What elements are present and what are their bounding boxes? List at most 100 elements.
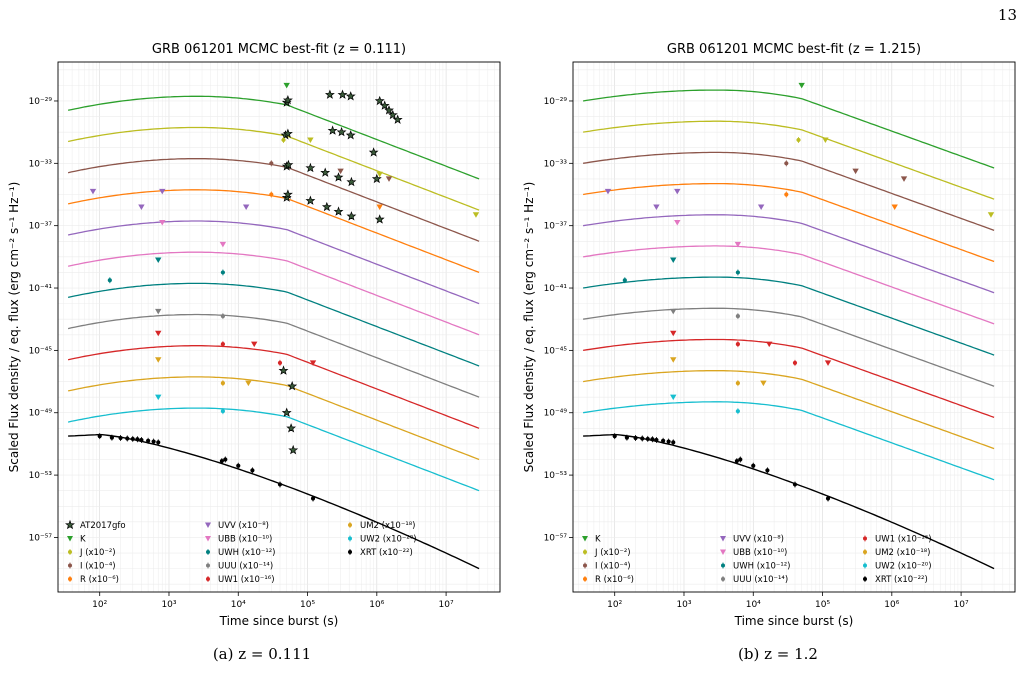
y-tick-label: 10⁻⁵⁷ bbox=[29, 533, 53, 543]
legend: K J (x10⁻²) I (x10⁻⁴) R (x10⁻⁶) UVV (x10⁻⁸) U… bbox=[582, 535, 932, 585]
at2017gfo-star bbox=[346, 211, 357, 221]
x-tick-label: 10⁴ bbox=[746, 600, 761, 610]
data-points bbox=[604, 82, 995, 502]
legend-marker-dot bbox=[348, 523, 352, 527]
model-curve-uwh bbox=[67, 282, 480, 367]
upper-limit-uvv bbox=[604, 188, 612, 195]
detection-uw1 bbox=[277, 360, 283, 365]
legend-label: UW2 (x10⁻²⁰) bbox=[360, 535, 417, 545]
legend-marker-triangle bbox=[720, 549, 726, 555]
legend-marker-dot bbox=[863, 536, 867, 541]
upper-limit-uvv bbox=[138, 204, 145, 210]
upper-limit-i bbox=[337, 168, 344, 175]
grid bbox=[58, 62, 501, 592]
y-tick-label: 10⁻³⁷ bbox=[544, 222, 568, 232]
model-curves bbox=[67, 95, 480, 570]
legend-marker-dot bbox=[348, 550, 352, 554]
legend-label: UW1 (x10⁻¹⁶) bbox=[875, 535, 932, 545]
upper-limit-uvv bbox=[757, 204, 765, 210]
detection-r bbox=[269, 192, 274, 197]
detection-xrt bbox=[671, 440, 676, 445]
upper-limit-uw2 bbox=[155, 394, 162, 401]
legend-label: I (x10⁻⁴) bbox=[80, 562, 116, 572]
at2017gfo-star bbox=[374, 95, 385, 106]
detection-uwh bbox=[220, 270, 225, 275]
y-tick-label: 10⁻⁴¹ bbox=[544, 284, 568, 294]
detection-uwh bbox=[107, 278, 112, 283]
upper-limit-i bbox=[900, 176, 908, 182]
y-tick-label: 10⁻⁴⁹ bbox=[29, 409, 53, 419]
model-curves bbox=[582, 89, 995, 570]
detection-um2 bbox=[735, 381, 740, 386]
upper-limit-uvv bbox=[159, 188, 166, 195]
upper-limit-r bbox=[891, 204, 898, 210]
legend-marker-triangle bbox=[205, 536, 211, 542]
detection-xrt bbox=[135, 437, 140, 442]
model-curve-r bbox=[67, 189, 480, 274]
legend-label: UUU (x10⁻¹⁴) bbox=[218, 562, 273, 572]
legend-label: XRT (x10⁻²²) bbox=[360, 548, 413, 558]
detection-xrt bbox=[640, 436, 645, 441]
y-tick-label: 10⁻⁴⁵ bbox=[29, 346, 53, 356]
upper-limit-j bbox=[307, 137, 314, 143]
y-tick-label: 10⁻³³ bbox=[29, 159, 53, 169]
legend-label: UBB (x10⁻¹⁰) bbox=[733, 548, 787, 558]
upper-limit-j bbox=[822, 137, 829, 143]
legend-marker-dot bbox=[206, 550, 210, 554]
upper-limit-uwh bbox=[155, 257, 162, 263]
detection-xrt bbox=[654, 437, 659, 443]
detection-xrt bbox=[645, 436, 650, 442]
legend-label: AT2017gfo bbox=[80, 521, 126, 531]
legend-marker-triangle bbox=[582, 536, 588, 542]
x-tick-label: 10⁶ bbox=[884, 600, 899, 610]
x-tick-label: 10³ bbox=[161, 600, 176, 610]
legend-label: R (x10⁻⁶) bbox=[80, 575, 119, 585]
upper-limit-j bbox=[472, 212, 480, 218]
legend-label: UWH (x10⁻¹²) bbox=[218, 548, 276, 558]
upper-limit-ubb bbox=[734, 241, 742, 248]
caption-b: (b) z = 1.2 bbox=[738, 645, 818, 663]
upper-limit-ubb bbox=[159, 220, 166, 226]
detection-xrt bbox=[236, 463, 241, 468]
at2017gfo-star bbox=[379, 100, 390, 110]
model-curve-uw1 bbox=[582, 338, 995, 419]
detection-xrt bbox=[612, 434, 617, 439]
legend-label: UWH (x10⁻¹²) bbox=[733, 562, 791, 572]
legend-marker-dot bbox=[348, 536, 352, 541]
at2017gfo-star bbox=[345, 91, 356, 101]
upper-limit-ubb bbox=[219, 241, 227, 248]
at2017gfo-star bbox=[337, 89, 348, 99]
y-tick-label: 10⁻³⁷ bbox=[29, 222, 53, 232]
legend-label: I (x10⁻⁴) bbox=[595, 562, 631, 572]
detection-xrt bbox=[139, 437, 144, 443]
upper-limit-uw1 bbox=[766, 341, 773, 348]
detection-xrt bbox=[151, 439, 156, 444]
detection-uwh bbox=[735, 270, 740, 275]
upper-limit-uvv bbox=[89, 188, 97, 195]
chart-z1215: GRB 061201 MCMC best-fit (z = 1.215) 10² 1… bbox=[522, 42, 1016, 628]
detection-xrt bbox=[219, 458, 224, 464]
legend-label: UUU (x10⁻¹⁴) bbox=[733, 575, 788, 585]
detection-uw1 bbox=[220, 342, 225, 347]
caption-a: (a) z = 0.111 bbox=[212, 645, 312, 663]
legend-label: UM2 (x10⁻¹⁸) bbox=[875, 548, 930, 558]
legend-label: K bbox=[595, 535, 601, 545]
detection-xrt bbox=[825, 496, 831, 501]
legend-label: UVV (x10⁻⁸) bbox=[218, 521, 269, 531]
model-curve-uvv bbox=[67, 220, 480, 305]
at2017gfo-star bbox=[288, 444, 299, 455]
model-curve-ubb bbox=[67, 251, 480, 336]
x-tick-label: 10⁷ bbox=[954, 600, 969, 610]
plot-frame bbox=[572, 61, 1016, 593]
detection-xrt bbox=[277, 482, 283, 487]
model-curve-uw2 bbox=[583, 401, 995, 481]
model-curve-uuu bbox=[67, 313, 480, 398]
upper-limit-r bbox=[376, 204, 383, 210]
model-curve-uw2 bbox=[67, 407, 480, 492]
legend: AT2017gfo K J (x10⁻²) I (x10⁻⁴) R (x10⁻⁶) UVV… bbox=[65, 519, 417, 585]
detection-xrt bbox=[125, 436, 130, 441]
x-tick-label: 10⁵ bbox=[300, 600, 315, 610]
upper-limit-um2 bbox=[245, 380, 252, 387]
model-curve-xrt bbox=[583, 433, 995, 570]
model-curve-j bbox=[583, 120, 995, 200]
